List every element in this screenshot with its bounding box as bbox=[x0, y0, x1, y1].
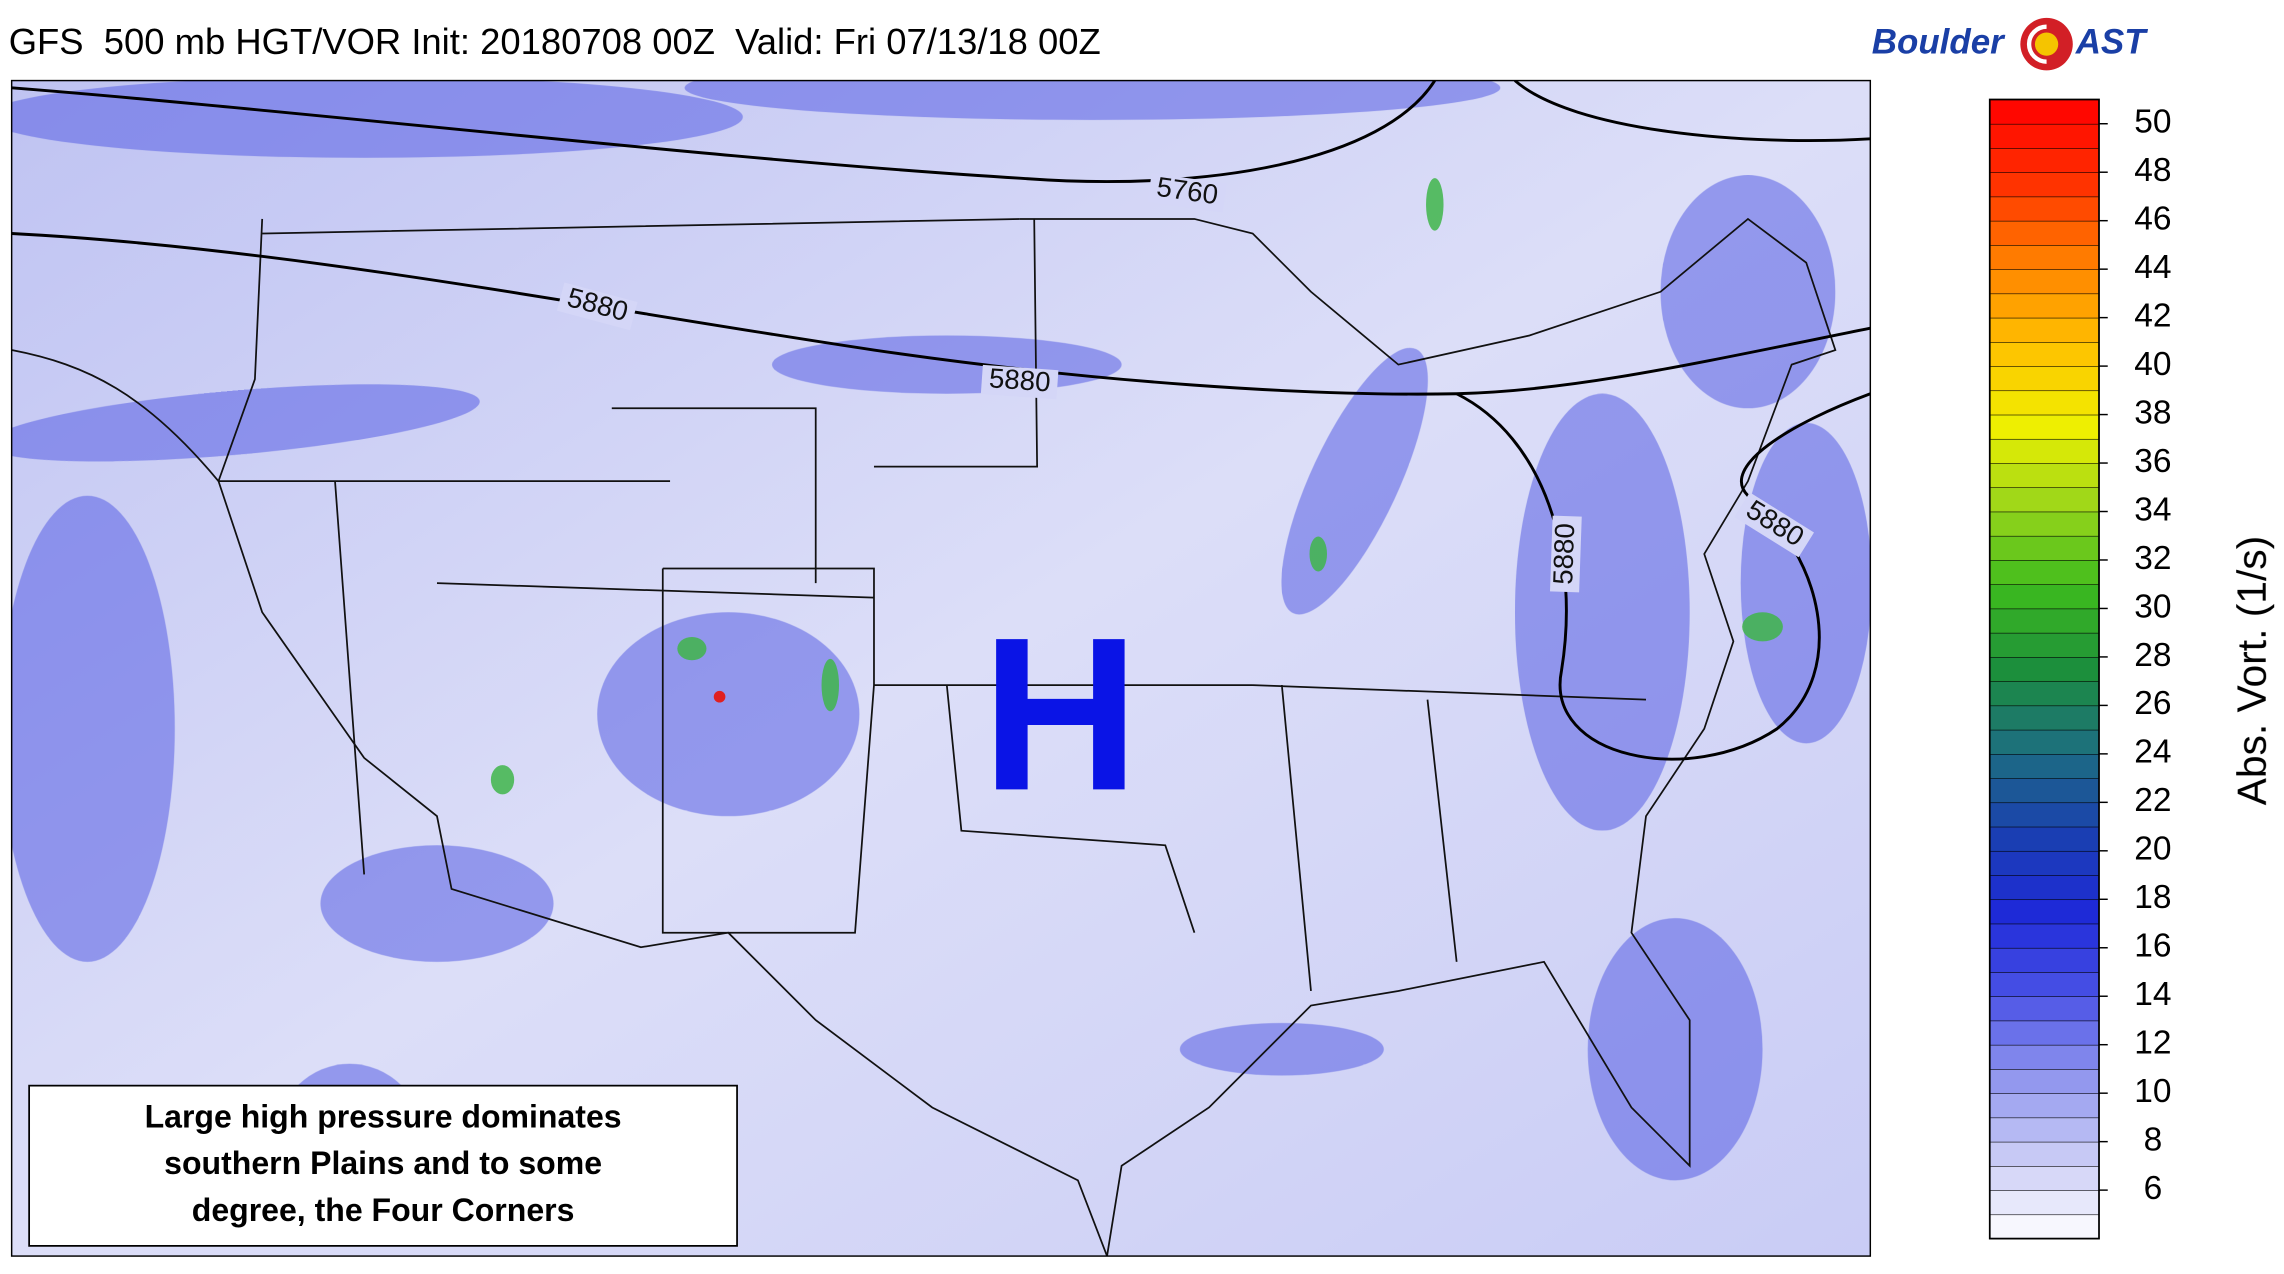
colorbar-band bbox=[1989, 365, 2100, 392]
colorbar-band bbox=[1989, 123, 2100, 149]
colorbar-band bbox=[1989, 995, 2100, 1022]
colorbar-band bbox=[1989, 462, 2100, 489]
vorticity-peak bbox=[713, 690, 726, 703]
contour-label: 5880 bbox=[988, 362, 1052, 397]
colorbar-band bbox=[1989, 1044, 2100, 1070]
logo-dot bbox=[2034, 32, 2059, 56]
colorbar-band bbox=[1989, 486, 2100, 513]
annotation-line: degree, the Four Corners bbox=[192, 1192, 575, 1228]
colorbar-band bbox=[1989, 850, 2100, 876]
colorbar-band bbox=[1989, 438, 2100, 464]
logo-c bbox=[2026, 24, 2047, 64]
colorbar-band bbox=[1989, 390, 2100, 416]
high-pressure-label: H bbox=[982, 592, 1140, 836]
colorbar-tick-label: 48 bbox=[2134, 152, 2171, 189]
contour-label-background bbox=[980, 364, 1059, 400]
contour-label: 5880 bbox=[1547, 523, 1580, 586]
map-frame bbox=[10, 79, 1872, 1257]
colorbar-band bbox=[1989, 656, 2100, 682]
colorbar-band bbox=[1989, 341, 2100, 367]
colorbar-frame bbox=[1988, 98, 2100, 1240]
colorbar-band bbox=[1989, 971, 2100, 997]
contour-label-background bbox=[556, 282, 638, 331]
colorbar-band bbox=[1989, 1020, 2100, 1046]
colorbar-band bbox=[1989, 196, 2100, 222]
colorbar-band bbox=[1989, 802, 2100, 828]
colorbar: 6 8 10 12 14 16 18 20 22 24 26 28 30 32 34 36 38 40 42 44 46… bbox=[1988, 98, 2172, 1240]
colorbar-tick-label: 46 bbox=[2134, 201, 2171, 238]
annotation-background bbox=[28, 1084, 738, 1247]
colorbar-band bbox=[1989, 729, 2100, 755]
logo-text: Boulder bbox=[1872, 22, 2006, 61]
colorbar-band bbox=[1989, 826, 2100, 852]
colorbar-label: Abs. Vort. (1/s) bbox=[2229, 536, 2275, 806]
colorbar-band bbox=[1989, 293, 2100, 319]
colorbar-tick-label: 12 bbox=[2134, 1025, 2171, 1062]
colorbar-tick-label: 36 bbox=[2134, 443, 2171, 480]
colorbar-tick-label: 30 bbox=[2134, 588, 2171, 625]
vorticity-max bbox=[490, 178, 1783, 795]
colorbar-tick-label: 14 bbox=[2134, 976, 2171, 1013]
colorbar-band bbox=[1989, 583, 2100, 610]
colorbar-tick-label: 6 bbox=[2144, 1170, 2163, 1207]
colorbar-band bbox=[1989, 1092, 2100, 1119]
colorbar-tick-label: 10 bbox=[2134, 1073, 2171, 1110]
colorbar-tick-label: 24 bbox=[2134, 734, 2171, 771]
contour-label-background bbox=[1147, 173, 1227, 213]
contour-label-background bbox=[1734, 492, 1815, 558]
colorbar-band bbox=[1989, 317, 2100, 343]
colorbar-band bbox=[1989, 147, 2100, 173]
colorbar-tick-label: 42 bbox=[2134, 297, 2171, 334]
colorbar-tick-label: 28 bbox=[2134, 637, 2171, 674]
boundaries bbox=[11, 217, 1837, 1257]
colorbar-tick-label: 22 bbox=[2134, 782, 2171, 819]
colorbar-band bbox=[1989, 535, 2100, 561]
colorbar-tick-label: 26 bbox=[2134, 685, 2171, 722]
colorbar-band bbox=[1989, 268, 2100, 295]
colorbar-tick-label: 32 bbox=[2134, 540, 2171, 577]
colorbar-band bbox=[1989, 99, 2100, 125]
annotation-line: southern Plains and to some bbox=[164, 1145, 602, 1181]
colorbar-band bbox=[1989, 705, 2100, 731]
colorbar-band bbox=[1989, 874, 2100, 901]
colorbar-band bbox=[1989, 947, 2100, 973]
colorbar-tick-label: 18 bbox=[2134, 879, 2171, 916]
colorbar-band bbox=[1989, 171, 2100, 198]
colorbar-tick-label: 50 bbox=[2134, 104, 2171, 141]
colorbar-tick-label: 40 bbox=[2134, 346, 2171, 383]
colorbar-tick-label: 38 bbox=[2134, 394, 2171, 431]
colorbar-tick-label: 8 bbox=[2144, 1121, 2163, 1158]
annotation-line: Large high pressure dominates bbox=[145, 1099, 622, 1135]
colorbar-band bbox=[1989, 220, 2100, 246]
colorbar-band bbox=[1989, 414, 2100, 440]
colorbar-band bbox=[1989, 632, 2100, 658]
colorbar-band bbox=[1989, 1117, 2100, 1143]
colorbar-band bbox=[1989, 1141, 2100, 1167]
map-title: GFS 500 mb HGT/VOR Init: 20180708 00Z Va… bbox=[9, 21, 1101, 62]
colorbar-tick-label: 20 bbox=[2134, 831, 2171, 868]
colorbar-tick-label: 44 bbox=[2134, 249, 2171, 286]
colorbar-tick-label: 34 bbox=[2134, 491, 2171, 528]
colorbar-band bbox=[1989, 898, 2100, 925]
colorbar-band bbox=[1989, 1165, 2100, 1191]
contour-label-background bbox=[1550, 515, 1582, 593]
colorbar-band bbox=[1989, 244, 2100, 270]
colorbar-band bbox=[1989, 753, 2100, 779]
colorbar-band bbox=[1989, 1214, 2100, 1240]
colorbar-band bbox=[1989, 559, 2100, 585]
logo: Boulder AST bbox=[1872, 17, 2149, 71]
logo-text: AST bbox=[2075, 22, 2149, 61]
colorbar-band bbox=[1989, 680, 2100, 707]
annotation-box: Large high pressure dominates southern P… bbox=[28, 1084, 738, 1247]
colorbar-band bbox=[1989, 608, 2100, 634]
colorbar-band bbox=[1989, 923, 2100, 949]
colorbar-band bbox=[1989, 1189, 2100, 1216]
colorbar-band bbox=[1989, 1068, 2100, 1094]
colorbar-band bbox=[1989, 777, 2100, 804]
colorbar-tick-label: 16 bbox=[2134, 928, 2171, 965]
colorbar-band bbox=[1989, 511, 2100, 537]
